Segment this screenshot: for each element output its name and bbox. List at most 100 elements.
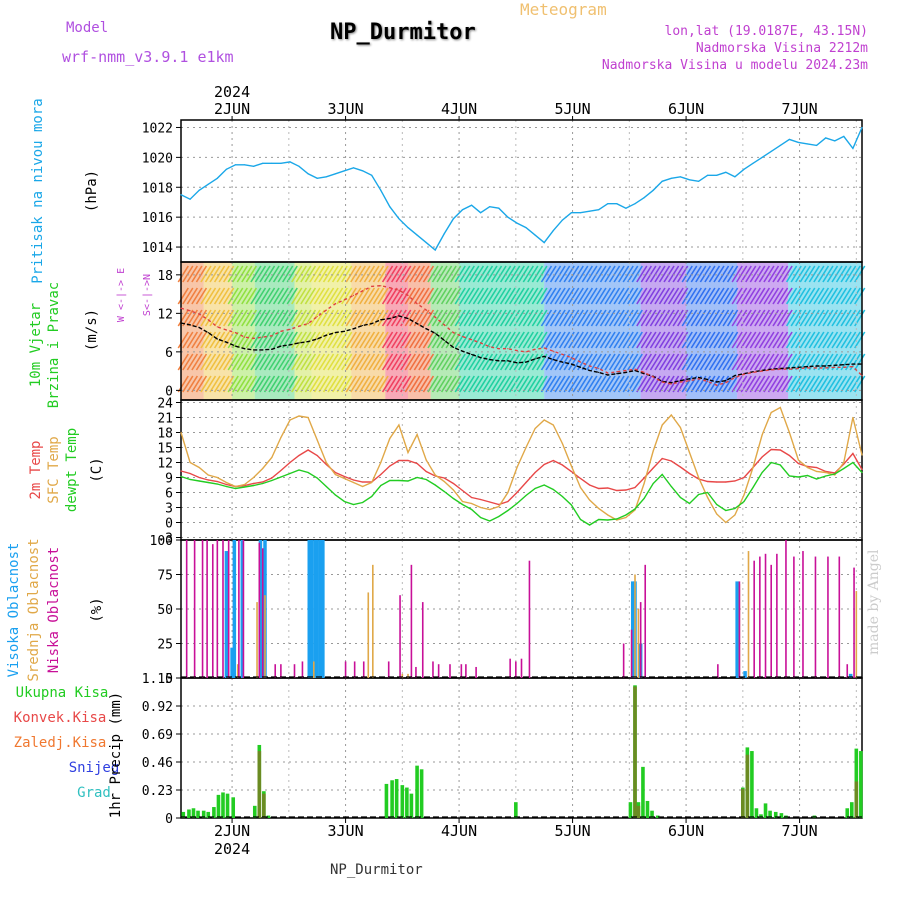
data-point [425,459,427,461]
data-point [216,483,218,485]
data-point [697,478,700,480]
wind-barb [204,265,217,283]
bar-niska-oblacnost [717,664,719,678]
data-point [607,203,609,205]
wind-barb [518,309,530,327]
wind-barb [745,287,757,305]
wind-barb [495,353,507,371]
data-point [425,478,427,481]
wind-barb [413,309,426,327]
wind-barb [322,375,335,393]
wind-barb [686,375,698,393]
data-point [616,373,618,375]
wind-barb [622,309,634,327]
data-point [589,524,591,526]
data-point [861,454,863,456]
data-point [289,161,291,163]
wind-barb [663,309,675,327]
wind-barb [745,375,757,393]
wind-barb [436,265,448,283]
data-point [779,464,781,466]
wind-barb [586,353,598,371]
wind-barb [676,353,689,371]
bar-visoka-oblacnost [258,540,263,678]
x-tick-label-top: 4JUN [441,100,477,118]
y-tick-label: 0.69 [142,728,173,743]
wind-barb [409,331,421,349]
wind-barb [236,309,248,327]
bar-niska-oblacnost [415,666,417,678]
wind-barb [817,375,830,393]
wind-barb [390,375,403,393]
wind-barb [409,309,421,327]
data-point [253,484,255,487]
wind-direction-band [181,262,204,400]
data-point [679,496,682,499]
wind-barb [667,309,680,327]
data-point [307,173,309,175]
data-point [280,469,282,472]
bar-visoka-oblacnost [232,540,237,678]
data-point [788,454,790,457]
data-point [416,433,418,436]
data-point [607,519,609,521]
wind-barb [327,375,339,393]
bar-ukupna-kisa [628,802,633,818]
wind-barb [785,287,798,305]
wind-barb [191,265,203,283]
bar-ukupna-kisa [779,813,784,818]
wind-barb [295,309,307,327]
data-point [334,173,336,175]
bar-niska-oblacnost [280,664,282,678]
wind-barb [327,287,339,305]
bar-ukupna-kisa [384,783,389,818]
data-point [707,496,709,499]
data-point [598,518,600,521]
wind-barb [486,375,498,393]
wind-barb [245,265,258,283]
wind-barb [586,265,598,283]
data-point [234,485,237,488]
bar-ukupna-kisa [225,793,230,818]
wind-barb [831,309,843,327]
wind-barb [676,287,689,305]
wind-barb [699,375,712,393]
wind-barb [268,353,280,371]
wind-barb [613,331,625,349]
wind-barb [254,287,267,305]
wind-barb [409,287,421,305]
wind-direction-band [459,262,545,400]
wind-barb [554,353,566,371]
wind-barb [404,265,416,283]
wind-barb [840,265,852,283]
data-point [579,212,582,214]
wind-barb [772,287,784,305]
wind-barb [799,353,811,371]
data-point [797,462,800,465]
wind-barb [322,265,335,283]
wind-barb [331,353,344,371]
y-tick-label: 6 [165,487,173,502]
data-point [643,497,645,500]
wind-barb [331,287,344,305]
wind-direction-band [737,262,789,400]
wind-barb [463,331,475,349]
wind-barb [736,309,748,327]
wind-barb [277,309,289,327]
wind-barb [563,331,575,349]
wind-barb [236,287,248,305]
wind-barb [499,287,512,305]
wind-barb [572,375,584,393]
wind-barb [540,375,553,393]
wind-barb [472,375,485,393]
y-tick-label: 100 [150,534,173,549]
data-point [298,469,300,471]
data-point [470,508,473,511]
data-point [797,367,800,370]
wind-barb [708,331,721,349]
wind-barb [745,353,757,371]
data-point [234,345,237,347]
wind-barb [804,287,816,305]
data-point [525,227,527,229]
